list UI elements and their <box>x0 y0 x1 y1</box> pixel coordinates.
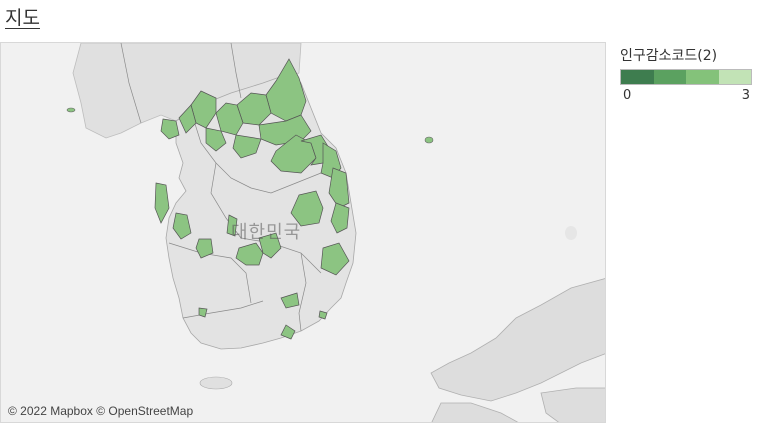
shikoku-land <box>540 387 605 422</box>
district <box>160 118 180 140</box>
legend-swatch-3 <box>686 70 719 84</box>
island <box>565 226 577 240</box>
kyushu-land <box>431 402 519 422</box>
district <box>178 104 197 134</box>
highlighted-districts <box>154 58 350 340</box>
district <box>235 242 264 266</box>
legend: 인구감소코드(2) 0 3 <box>620 46 755 106</box>
page-title: 지도 <box>5 7 40 29</box>
district <box>280 292 300 309</box>
district <box>258 232 282 259</box>
district <box>330 202 350 234</box>
district <box>172 212 192 240</box>
district <box>328 167 350 209</box>
legend-labels: 0 3 <box>620 88 755 106</box>
district <box>270 134 317 174</box>
district <box>318 310 328 320</box>
district <box>280 324 296 340</box>
legend-swatch-1 <box>621 70 654 84</box>
district <box>154 182 170 224</box>
legend-min-label: 0 <box>623 88 632 103</box>
legend-swatch-4 <box>718 70 751 84</box>
district <box>198 307 208 318</box>
legend-swatch-2 <box>653 70 686 84</box>
island <box>66 107 76 113</box>
legend-title: 인구감소코드(2) <box>620 48 718 64</box>
district <box>300 134 330 166</box>
district <box>205 127 227 152</box>
district <box>226 214 238 237</box>
map-attribution[interactable]: © 2022 Mapbox © OpenStreetMap <box>8 404 194 418</box>
japan-land <box>430 278 605 402</box>
map-view[interactable]: 대한민국 © 2022 Mapbox © OpenStreetMap <box>0 42 606 423</box>
ulleung-island <box>424 136 434 144</box>
jeju-island <box>199 376 233 390</box>
district <box>320 242 350 276</box>
province-borders <box>120 43 322 332</box>
district <box>290 190 324 227</box>
map-canvas[interactable] <box>1 43 606 423</box>
legend-max-label: 3 <box>741 88 750 103</box>
district <box>195 238 214 259</box>
country-label: 대한민국 <box>231 222 302 243</box>
legend-color-bar <box>620 69 752 85</box>
district <box>232 134 262 159</box>
